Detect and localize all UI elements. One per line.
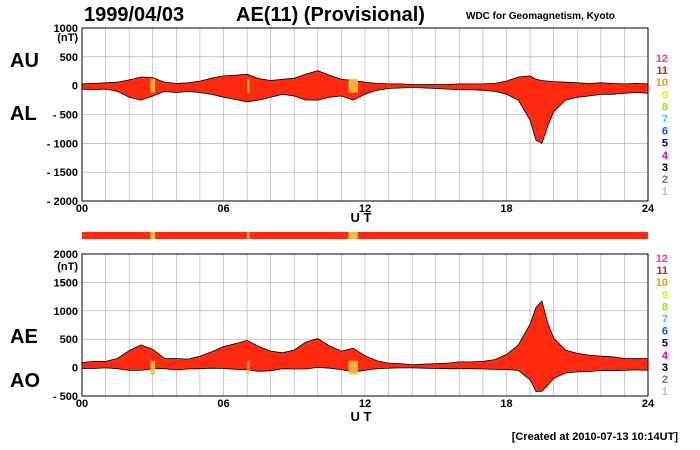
station-count-legend-item: 5 [662,338,668,350]
top-area-fill [82,70,648,144]
series-ao-line [82,366,649,392]
station-count-legend-item: 3 [662,362,668,374]
top-flag-mark [247,78,250,93]
station-count-legend-item: 12 [656,253,668,265]
station-count-legend-item: 4 [662,150,669,162]
bottom-flag-mark [348,360,358,375]
top-y-tick-label: 1000 [54,23,78,35]
series-al-line [81,86,649,144]
bottom-plot-frame [81,253,649,397]
ao-label: AO [10,370,40,392]
au-al-panel: 1000 500 0 - 500 - 1000 - 1500 - 2000 (nT) 00 06 1… [47,23,655,225]
station-count-legend-item: 4 [662,350,669,362]
top-x-tick-label: 18 [500,203,512,215]
station-count-legend-item: 2 [662,374,668,386]
date-title: 1999/04/03 [84,4,185,26]
top-unit-label: (nT) [57,32,78,44]
bottom-flag-mark [150,360,156,375]
station-count-legend-item: 8 [662,101,668,113]
top-x-axis-label: U T [351,210,372,225]
flag-bar-mark [348,232,358,239]
top-y-tick-label: - 1500 [47,167,78,179]
bottom-x-axis-label: U T [351,409,372,424]
bottom-x-tick-label: 06 [217,398,229,410]
flag-bar-fill [82,232,648,239]
created-timestamp: [Created at 2010-07-13 10:14UT] [511,431,678,443]
bottom-flag-mark [247,360,250,375]
top-y-tick-label: 0 [72,81,78,93]
top-x-tick-label: 12 [359,203,371,215]
station-count-legend-item: 9 [662,89,668,101]
bottom-area-fill [82,301,648,392]
station-count-legend-item: 7 [662,314,668,326]
top-y-tick-label: - 2000 [47,196,78,208]
bottom-y-tick-label: 2000 [54,249,78,261]
source-credit: WDC for Geomagnetism, Kyoto [466,11,615,22]
station-count-legend-item: 6 [662,126,668,138]
station-count-legend-item: 10 [656,277,668,289]
bottom-y-tick-label: - 500 [53,391,78,403]
bottom-y-tick-label: 1000 [54,306,78,318]
station-count-legend-item: 5 [662,138,668,150]
series-ae-line [81,300,648,366]
station-count-legend-item: 2 [662,174,668,186]
station-count-legend-item: 3 [662,162,668,174]
ae-label: AE [10,326,38,348]
data-flag-bar [82,232,648,239]
chart-title: AE(11) (Provisional) [236,4,425,26]
station-count-legend-item: 11 [656,265,668,277]
bottom-unit-label: (nT) [57,261,78,273]
bottom-x-tick-label: 18 [500,398,512,410]
top-y-tick-label: - 1000 [47,138,78,150]
top-y-tick-label: - 500 [53,110,78,122]
bottom-y-tick-label: 500 [60,334,78,346]
au-label: AU [10,50,39,72]
top-x-tick-label: 00 [76,203,88,215]
bottom-y-tick-label: 0 [72,363,78,375]
top-flag-mark [150,78,156,93]
station-count-legend-item: 9 [662,289,668,301]
station-count-legend-item: 1 [662,186,668,198]
ae-ao-panel: 2000 1500 1000 500 0 - 500 (nT) 00 06 12 18 24 U T [53,249,655,424]
bottom-y-tick-label: 1500 [54,277,78,289]
series-au-line [81,70,649,85]
station-count-legend-item: 6 [662,326,668,338]
top-plot-frame [81,27,649,202]
bottom-x-tick-label: 12 [359,398,371,410]
flag-bar-mark [150,232,156,239]
station-count-legend-item: 8 [662,301,668,313]
bottom-x-tick-label: 24 [642,398,655,410]
top-flag-mark [348,78,358,93]
al-label: AL [10,103,37,125]
bottom-x-tick-label: 00 [76,398,88,410]
top-x-tick-label: 24 [642,203,655,215]
top-y-tick-label: 500 [60,52,78,64]
station-count-legend-item: 1 [662,386,668,398]
top-x-tick-label: 06 [217,203,229,215]
station-count-legend-item: 11 [656,65,668,77]
station-count-legend-item: 7 [662,114,668,126]
station-count-legend-item: 12 [656,53,668,65]
station-count-legend-item: 10 [656,77,668,89]
flag-bar-mark [247,232,250,239]
